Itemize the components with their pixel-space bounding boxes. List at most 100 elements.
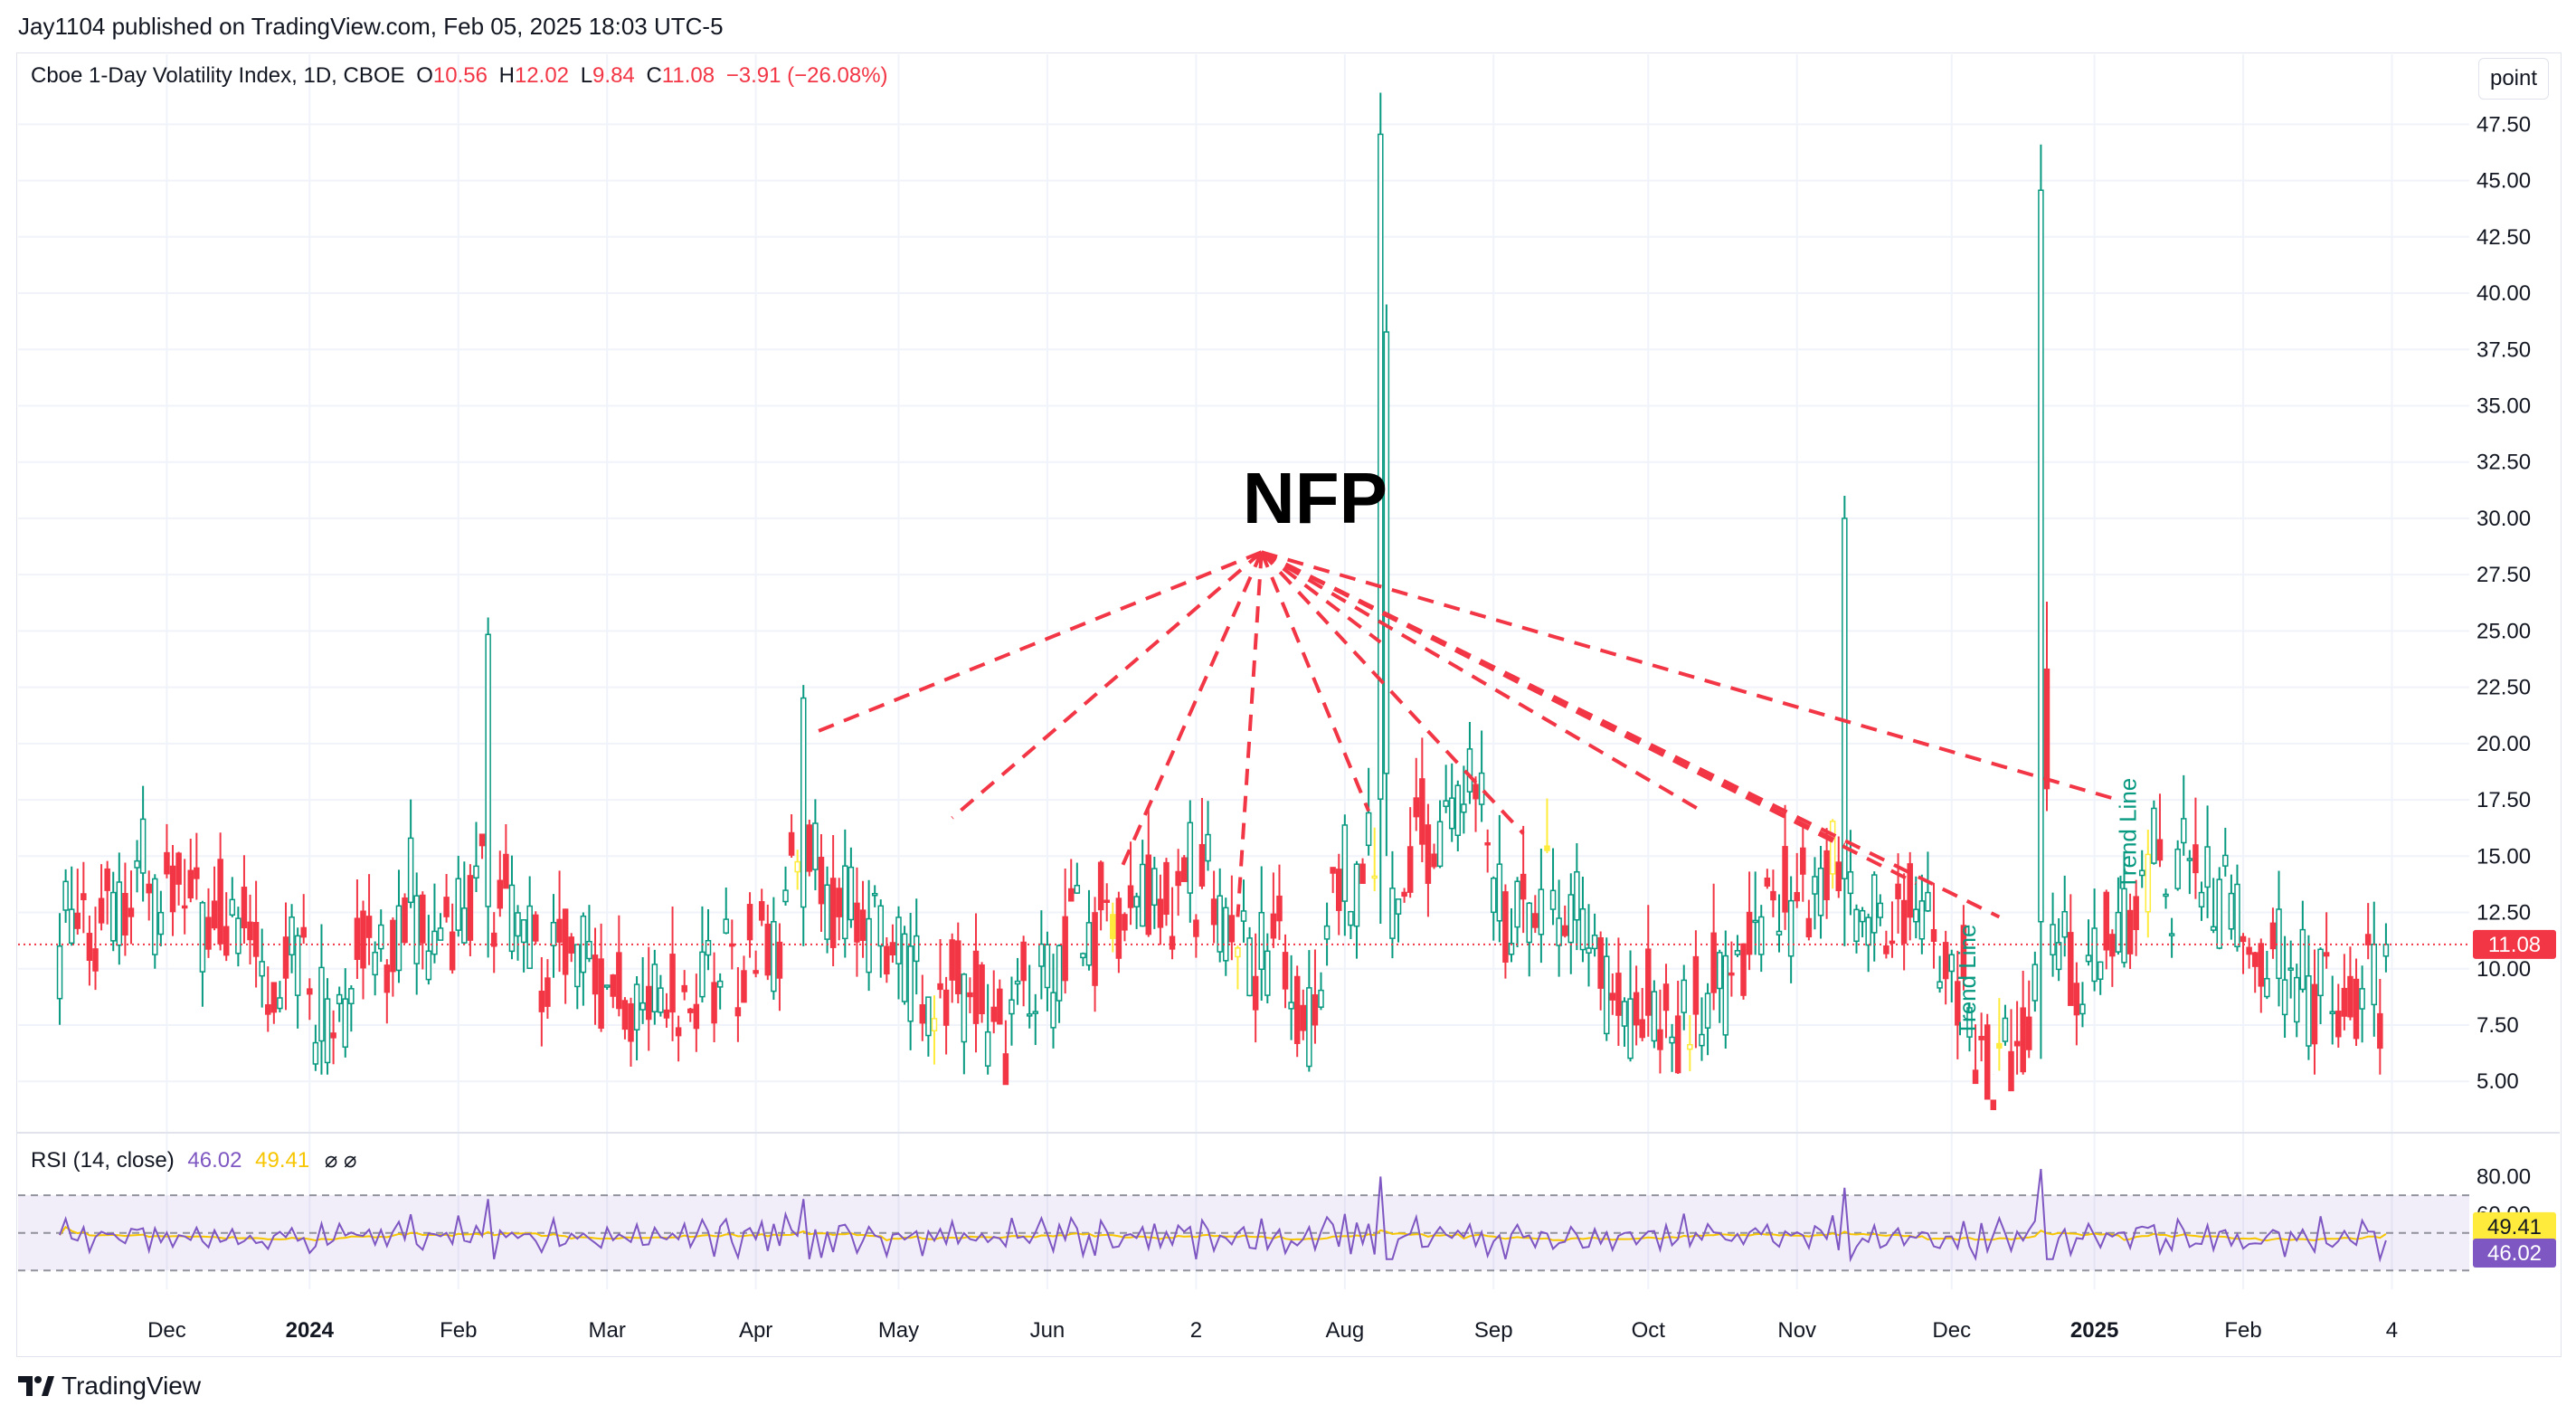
candle-body xyxy=(1966,1007,1973,1038)
candle-body xyxy=(1532,913,1539,928)
candle-body xyxy=(550,921,557,946)
candle-body xyxy=(1353,863,1360,927)
candle-body xyxy=(533,914,539,942)
axis-layer: 5.00 7.50 10.00 12.50 15.00 17.50 20.00 22.50 25… xyxy=(147,112,2556,1343)
candle-body xyxy=(1312,994,1319,1026)
candle-body xyxy=(2382,944,2390,957)
candle-body xyxy=(116,881,123,946)
candle-body xyxy=(866,917,872,973)
candle-body xyxy=(1020,941,1027,982)
time-tick-label: 2 xyxy=(1190,1318,1202,1343)
candle-body xyxy=(1484,841,1491,846)
candle-body xyxy=(1937,981,1943,989)
candle-body xyxy=(104,868,110,891)
candle-body xyxy=(2329,1011,2335,1014)
time-tick-label: Dec xyxy=(1932,1318,1971,1343)
candle-body xyxy=(675,1027,682,1037)
candle-body xyxy=(461,907,468,944)
price-tick-label: 32.50 xyxy=(2477,451,2531,475)
candle-body xyxy=(1169,935,1176,950)
candle-body xyxy=(526,905,533,969)
candle-body xyxy=(2168,933,2175,936)
candle-body xyxy=(2061,910,2068,938)
candle-body xyxy=(1889,940,1896,945)
candle-body xyxy=(229,898,236,916)
candle-body xyxy=(455,878,461,931)
candle-body xyxy=(1002,1053,1009,1086)
tradingview-footer: TradingView xyxy=(18,1372,201,1401)
candle-body xyxy=(56,945,63,1000)
candle-body xyxy=(1984,1024,1991,1100)
candle-body xyxy=(1163,861,1170,916)
candle-body xyxy=(1323,925,1331,940)
candle-body xyxy=(1151,868,1158,907)
candle-body xyxy=(1175,870,1181,887)
candle-body xyxy=(1651,991,1658,1042)
candle-body xyxy=(2031,964,2039,1002)
candle-body xyxy=(1306,987,1312,1068)
candle-body xyxy=(824,884,830,940)
candle-body xyxy=(1942,942,1949,980)
time-tick-label: 2025 xyxy=(2070,1318,2118,1343)
candle-body xyxy=(1103,899,1110,903)
grid-layer xyxy=(16,54,2560,1289)
candle-body xyxy=(1764,877,1771,887)
candle-body xyxy=(1491,878,1497,914)
candle-body xyxy=(776,941,783,979)
candle-body xyxy=(955,940,961,994)
candle-body xyxy=(277,997,283,1010)
candle-body xyxy=(2008,1050,2014,1092)
candle-body xyxy=(146,883,152,894)
candle-body xyxy=(217,859,223,945)
candle-body xyxy=(2299,928,2306,991)
candle-body xyxy=(1955,981,1961,1026)
candle-body xyxy=(223,926,230,956)
price-tick-label: 40.00 xyxy=(2477,281,2531,306)
candle-body xyxy=(1431,853,1437,868)
candle-body xyxy=(1074,885,1081,894)
visibility-icon[interactable]: ⌀ ⌀ xyxy=(324,1148,357,1173)
price-tick-label: 42.50 xyxy=(2477,225,2531,250)
candle-body xyxy=(2335,1011,2342,1038)
candle-body xyxy=(86,933,93,962)
candle-body xyxy=(538,991,545,1012)
candle-body xyxy=(1180,857,1188,882)
candle-body xyxy=(1293,975,1301,1044)
candle-body xyxy=(871,892,878,897)
candle-body xyxy=(2055,942,2062,971)
candle-body xyxy=(490,932,497,947)
open-value: 10.56 xyxy=(432,63,488,88)
nfp-dashed-line xyxy=(1260,550,2001,919)
candle-body xyxy=(2002,1017,2009,1042)
candle-body xyxy=(1692,955,1700,1015)
rsi-ma-badge xyxy=(2473,1211,2556,1241)
candle-body xyxy=(164,851,170,875)
candle-body xyxy=(2091,927,2098,983)
candle-body xyxy=(568,936,574,954)
tradingview-brand: TradingView xyxy=(62,1372,202,1400)
candle-body xyxy=(1734,950,1741,955)
candle-body xyxy=(2204,846,2211,888)
price-unit-button[interactable]: point xyxy=(2478,58,2549,100)
candle-body xyxy=(1496,863,1503,922)
candle-body xyxy=(1567,894,1575,944)
price-tick-label: 15.00 xyxy=(2477,844,2531,869)
candle-body xyxy=(1508,942,1515,955)
candle-body xyxy=(586,940,592,960)
candle-body xyxy=(497,879,504,909)
candle-body xyxy=(1835,861,1842,892)
candle-body xyxy=(2115,911,2122,953)
candle-body xyxy=(1770,890,1776,901)
candle-body xyxy=(764,923,772,976)
candle-body xyxy=(2121,888,2127,964)
candle-body xyxy=(300,926,307,938)
candle-body xyxy=(1960,925,1967,979)
candle-body xyxy=(806,824,813,872)
candle-body xyxy=(1401,891,1407,897)
candle-body xyxy=(1579,907,1586,951)
candle-body xyxy=(1526,902,1532,944)
candle-body xyxy=(1842,518,1848,879)
candle-body xyxy=(407,837,414,904)
candle-body xyxy=(2228,892,2235,930)
